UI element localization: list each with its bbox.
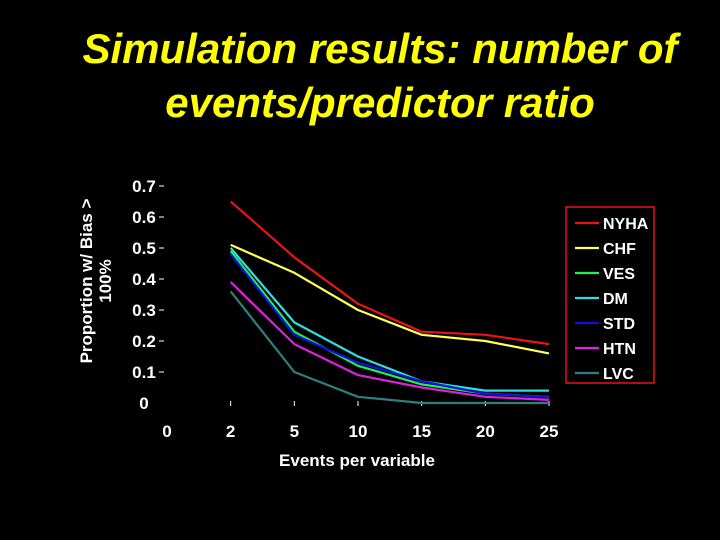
y-axis-title-line-1: Proportion w/ Bias > — [77, 199, 96, 364]
series-line-htn — [229, 281, 550, 401]
legend-label-chf: CHF — [603, 241, 636, 258]
x-axis-title: Events per variable — [279, 451, 435, 470]
slide-title-line-2: events/predictor ratio — [165, 79, 595, 126]
legend-box — [565, 206, 655, 384]
y-tick-label: 0.3 — [132, 301, 156, 320]
slide-title-line-1: Simulation results: number of — [82, 25, 678, 72]
series-line-std — [229, 253, 550, 398]
legend-label-ves: VES — [603, 266, 635, 283]
legend: NYHA CHF VES DM STD HTN LVC — [565, 206, 655, 384]
x-tick-label: 20 — [476, 422, 495, 441]
x-tick-label: 2 — [226, 422, 235, 441]
y-axis: 0 0.1 0.2 0.3 0.4 0.5 0.6 0.7 — [132, 177, 164, 413]
y-tick-label: 0.7 — [132, 177, 156, 196]
y-tick-label: 0.1 — [132, 363, 156, 382]
y-axis-title-line-2: 100% — [96, 259, 115, 302]
legend-label-dm: DM — [603, 291, 628, 308]
series-line-chf — [230, 243, 550, 355]
series-lines — [229, 200, 550, 405]
series-line-ves — [229, 250, 550, 398]
y-tick-label: 0 — [139, 394, 148, 413]
x-tick-label: 15 — [412, 422, 431, 441]
x-tick-label: 0 — [162, 422, 171, 441]
legend-label-lvc: LVC — [603, 366, 634, 383]
y-tick-label: 0.6 — [132, 208, 156, 227]
x-tick-label: 5 — [290, 422, 299, 441]
y-tick-label: 0.2 — [132, 332, 156, 351]
legend-label-std: STD — [603, 316, 635, 333]
x-tick-label: 25 — [540, 422, 559, 441]
x-tick-label: 10 — [349, 422, 368, 441]
slide-title: Simulation results: number of events/pre… — [20, 22, 720, 130]
x-axis: 0 2 5 10 15 20 25 — [162, 401, 558, 441]
legend-label-htn: HTN — [603, 341, 636, 358]
series-line-nyha — [229, 200, 550, 346]
y-axis-title: Proportion w/ Bias > 100% — [77, 199, 115, 364]
legend-label-nyha: NYHA — [603, 216, 649, 233]
y-tick-label: 0.5 — [132, 239, 156, 258]
series-line-dm — [229, 247, 549, 392]
series-line-lvc — [229, 290, 549, 405]
y-tick-label: 0.4 — [132, 270, 156, 289]
